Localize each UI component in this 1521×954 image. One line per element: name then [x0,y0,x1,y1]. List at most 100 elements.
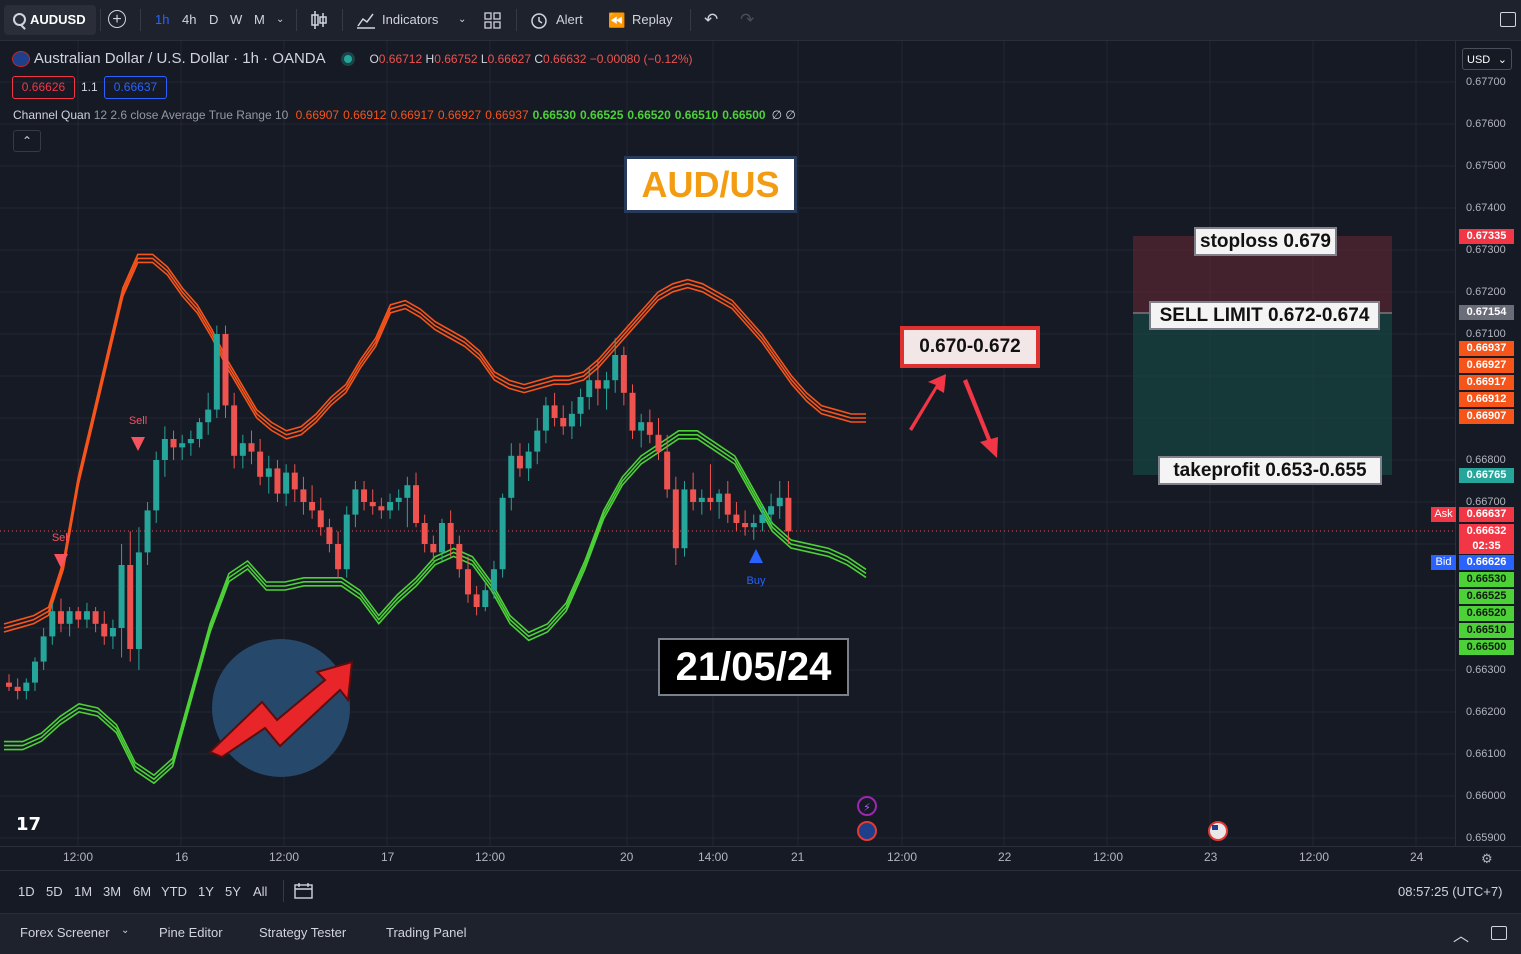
interval-d[interactable]: D [209,12,219,27]
candle[interactable] [534,418,541,465]
candle[interactable] [239,434,246,469]
candle[interactable] [205,392,212,435]
candle[interactable] [222,325,229,418]
range-button-1d[interactable]: 1D [18,884,35,899]
date-note[interactable]: 21/05/24 [658,638,849,696]
compare-symbol-icon[interactable]: + [108,10,126,28]
candle[interactable] [750,514,757,540]
candle[interactable] [690,472,697,511]
candle[interactable] [343,506,350,578]
range-button-ytd[interactable]: YTD [161,884,187,899]
candle[interactable] [127,531,134,662]
candle[interactable] [387,493,394,519]
candle[interactable] [300,476,307,515]
candle[interactable] [101,611,108,645]
candle[interactable] [57,598,64,633]
symbol-title[interactable]: Australian Dollar / U.S. Dollar · 1h · O… [33,50,326,67]
candle[interactable] [612,338,619,393]
lightning-event-icon[interactable] [857,796,877,816]
candle[interactable] [179,434,186,460]
range-button-3m[interactable]: 3M [103,884,122,899]
replay-button[interactable]: Replay [632,12,673,27]
candle[interactable] [23,678,30,700]
candle[interactable] [395,489,402,511]
pair-title-note[interactable]: AUD/US [624,156,797,213]
candle[interactable] [551,392,558,427]
candle[interactable] [707,464,714,511]
candle[interactable] [187,430,194,456]
candle[interactable] [92,607,99,633]
candle[interactable] [785,481,792,544]
candle[interactable] [482,581,489,612]
candle[interactable] [248,430,255,465]
candle[interactable] [257,439,264,486]
candle[interactable] [378,497,385,519]
candle[interactable] [404,476,411,528]
candle[interactable] [161,426,168,477]
candle[interactable] [768,493,775,523]
interval-m[interactable]: M [254,12,265,27]
range-button-6m[interactable]: 6M [133,884,152,899]
candle[interactable] [516,443,523,477]
candle[interactable] [196,418,203,448]
candle[interactable] [655,418,662,460]
undo-icon[interactable]: ↶ [704,10,719,29]
candle[interactable] [742,510,749,536]
candle[interactable] [525,443,532,481]
candle[interactable] [577,388,584,427]
tab-pine-editor[interactable]: Pine Editor [159,925,223,940]
interval-w[interactable]: W [230,12,243,27]
candle[interactable] [603,371,610,410]
candle[interactable] [369,489,376,515]
takeprofit-note[interactable]: takeprofit 0.653-0.655 [1158,456,1382,485]
tab-forex-screener[interactable]: Forex Screener [20,925,110,940]
candle[interactable] [31,657,38,691]
candle[interactable] [213,325,220,418]
candle[interactable] [413,472,420,528]
candle[interactable] [231,392,238,469]
candle[interactable] [447,510,454,557]
candle[interactable] [490,560,497,599]
candle[interactable] [473,586,480,616]
sell-limit-note[interactable]: SELL LIMIT 0.672-0.674 [1149,301,1380,330]
range-button-1y[interactable]: 1Y [198,884,214,899]
candle[interactable] [49,602,56,645]
settings-gear-icon[interactable]: ⚙ [1481,851,1493,866]
calendar-goto-icon[interactable] [294,882,314,900]
candle[interactable] [326,518,333,553]
candle[interactable] [664,434,671,498]
interval-4h[interactable]: 4h [182,12,197,27]
candle[interactable] [568,401,575,439]
layout-grid-icon[interactable] [484,12,502,30]
candle[interactable] [335,531,342,578]
candle[interactable] [594,359,601,406]
candle[interactable] [144,502,151,565]
candle[interactable] [560,405,567,435]
indicators-button[interactable]: Indicators [382,12,439,27]
candle[interactable] [75,607,82,628]
candle[interactable] [109,619,116,649]
takeprofit-zone[interactable] [1133,313,1392,475]
candle[interactable] [14,678,21,700]
buy-price-button[interactable]: 0.66637 [104,76,167,99]
us-flag-event-icon[interactable] [1208,821,1228,841]
range-button-1m[interactable]: 1M [74,884,93,899]
alert-button[interactable]: Alert [556,12,583,27]
range-button-all[interactable]: All [253,884,268,899]
stoploss-note[interactable]: stoploss 0.679 [1194,227,1337,256]
candle[interactable] [352,481,359,528]
candle[interactable] [464,556,471,603]
chevron-down-icon[interactable]: ⌄ [458,14,467,25]
candles-type-icon[interactable] [310,10,328,30]
candle[interactable] [508,443,515,511]
zone-note[interactable]: 0.670-0.672 [900,326,1040,368]
candle[interactable] [456,535,463,578]
candle[interactable] [421,514,428,553]
candle[interactable] [646,409,653,444]
candle[interactable] [724,481,731,523]
candle[interactable] [317,497,324,536]
candle[interactable] [586,367,593,410]
collapse-legend-button[interactable]: ⌃ [13,130,41,152]
candle[interactable] [153,451,160,523]
candle[interactable] [629,384,636,439]
